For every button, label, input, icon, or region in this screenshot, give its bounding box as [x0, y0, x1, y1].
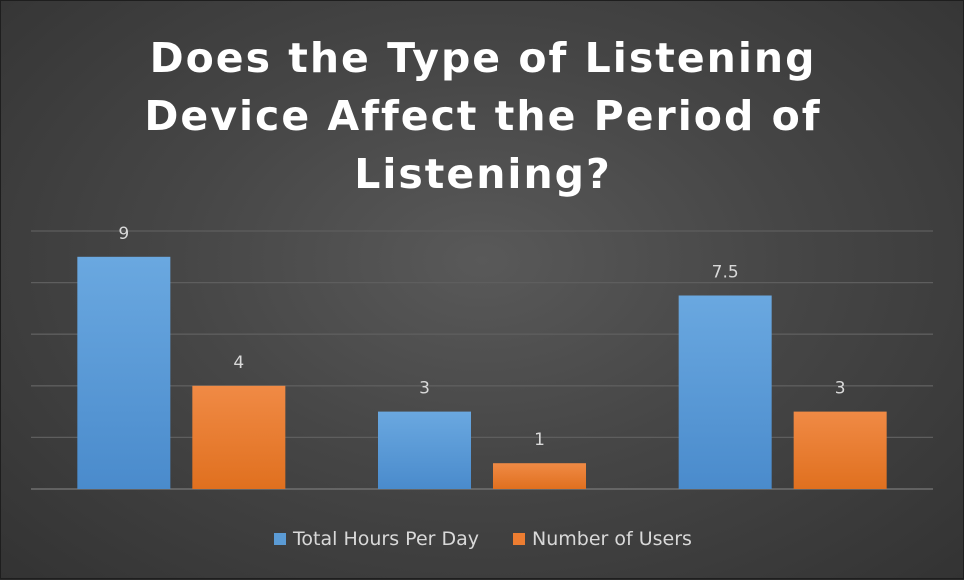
chart-title: Does the Type of Listening Device Affect…	[1, 29, 964, 203]
legend-label-total-hours: Total Hours Per Day	[293, 528, 480, 550]
legend: Total Hours Per Day Number of Users	[1, 528, 964, 550]
data-label-number-of-users-2: 1	[534, 430, 545, 450]
legend-item-total-hours: Total Hours Per Day	[274, 528, 479, 550]
data-label-total-hours-2: 3	[419, 379, 430, 399]
bar-number-of-users-1	[192, 385, 286, 489]
chart-title-line-1: Does the Type of Listening	[149, 34, 817, 82]
gridlines	[31, 230, 933, 490]
legend-label-number-of-users: Number of Users	[532, 528, 692, 550]
legend-item-number-of-users: Number of Users	[513, 528, 692, 550]
chart-title-line-2: Device Affect the Period of	[144, 92, 822, 140]
data-label-number-of-users-3: 3	[835, 379, 846, 399]
bar-number-of-users-3	[793, 411, 887, 489]
bars	[77, 256, 887, 489]
bar-total-hours-1	[77, 256, 171, 489]
bar-number-of-users-2	[493, 463, 586, 489]
bar-total-hours-2	[378, 411, 471, 489]
bar-total-hours-3	[678, 295, 772, 489]
chart-title-line-3: Listening?	[354, 150, 612, 198]
data-labels: 9 4 3 1 7.5 3	[118, 224, 845, 450]
legend-swatch-orange	[513, 533, 526, 545]
data-label-total-hours-1: 9	[118, 224, 129, 244]
data-label-number-of-users-1: 4	[233, 353, 244, 373]
legend-swatch-blue	[274, 533, 287, 545]
data-label-total-hours-3: 7.5	[712, 263, 739, 283]
